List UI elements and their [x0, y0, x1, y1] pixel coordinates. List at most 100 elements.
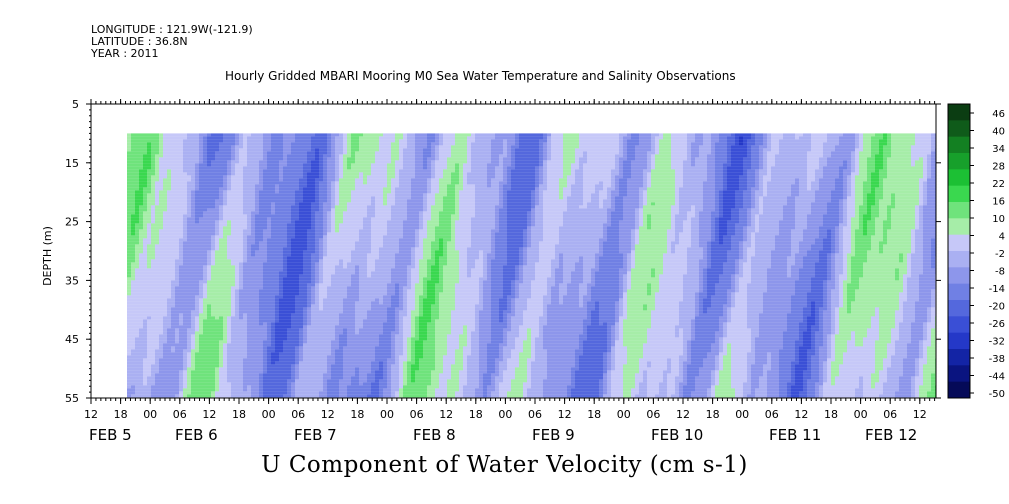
heatmap-cell: [179, 385, 183, 389]
heatmap-cell: [163, 391, 167, 395]
heatmap-cell: [275, 364, 279, 368]
heatmap-cell: [175, 310, 179, 314]
heatmap-cell: [335, 247, 339, 251]
heatmap-cell: [159, 238, 163, 242]
heatmap-cell: [211, 226, 215, 230]
heatmap-cell: [259, 214, 263, 218]
heatmap-cell: [279, 280, 283, 284]
heatmap-cell: [299, 307, 303, 311]
heatmap-cell: [203, 250, 207, 254]
heatmap-cell: [179, 202, 183, 206]
heatmap-cell: [231, 184, 235, 188]
heatmap-cell: [227, 352, 231, 356]
heatmap-cell: [231, 298, 235, 302]
heatmap-cell: [127, 220, 131, 224]
heatmap-cell: [195, 202, 199, 206]
heatmap-cell: [211, 328, 215, 332]
heatmap-cell: [255, 139, 259, 143]
heatmap-cell: [151, 166, 155, 170]
heatmap-cell: [231, 139, 235, 143]
heatmap-cell: [239, 343, 243, 347]
heatmap-cell: [291, 340, 295, 344]
heatmap-cell: [259, 187, 263, 191]
heatmap-cell: [147, 313, 151, 317]
heatmap-cell: [179, 157, 183, 161]
heatmap-cell: [335, 199, 339, 203]
heatmap-cell: [303, 265, 307, 269]
heatmap-cell: [139, 382, 143, 386]
heatmap-cell: [227, 280, 231, 284]
heatmap-cell: [335, 148, 339, 152]
heatmap-cell: [147, 343, 151, 347]
heatmap-cell: [167, 298, 171, 302]
heatmap-cell: [223, 139, 227, 143]
heatmap-cell: [275, 274, 279, 278]
heatmap-cell: [291, 283, 295, 287]
heatmap-cell: [295, 364, 299, 368]
heatmap-cell: [143, 190, 147, 194]
heatmap-cell: [239, 151, 243, 155]
heatmap-cell: [327, 370, 331, 374]
heatmap-cell: [319, 352, 323, 356]
heatmap-cell: [127, 304, 131, 308]
heatmap-cell: [195, 190, 199, 194]
heatmap-cell: [247, 328, 251, 332]
heatmap-cell: [227, 295, 231, 299]
heatmap-cell: [187, 262, 191, 266]
heatmap-cell: [143, 166, 147, 170]
heatmap-cell: [159, 262, 163, 266]
heatmap-cell: [287, 349, 291, 353]
heatmap-cell: [319, 364, 323, 368]
heatmap-cell: [223, 238, 227, 242]
heatmap-cell: [231, 148, 235, 152]
heatmap-cell: [303, 289, 307, 293]
heatmap-cell: [327, 367, 331, 371]
heatmap-cell: [327, 322, 331, 326]
heatmap-cell: [143, 340, 147, 344]
heatmap-cell: [163, 148, 167, 152]
heatmap-cell: [343, 364, 347, 368]
heatmap-cell: [247, 259, 251, 263]
heatmap-cell: [307, 199, 311, 203]
heatmap-cell: [239, 388, 243, 392]
heatmap-cell: [299, 169, 303, 173]
heatmap-cell: [151, 181, 155, 185]
heatmap-cell: [279, 160, 283, 164]
heatmap-cell: [223, 160, 227, 164]
heatmap-cell: [299, 151, 303, 155]
heatmap-cell: [155, 277, 159, 281]
heatmap-cell: [179, 160, 183, 164]
heatmap-cell: [151, 163, 155, 167]
heatmap-cell: [219, 328, 223, 332]
heatmap-cell: [339, 277, 343, 281]
heatmap-cell: [203, 352, 207, 356]
heatmap-cell: [215, 247, 219, 251]
heatmap-cell: [319, 193, 323, 197]
heatmap-cell: [323, 298, 327, 302]
heatmap-cell: [187, 214, 191, 218]
heatmap-cell: [335, 331, 339, 335]
heatmap-cell: [219, 166, 223, 170]
heatmap-cell: [307, 139, 311, 143]
heatmap-cell: [275, 361, 279, 365]
heatmap-cell: [259, 184, 263, 188]
heatmap-cell: [251, 199, 255, 203]
heatmap-cell: [135, 139, 139, 143]
heatmap-cell: [175, 373, 179, 377]
heatmap-cell: [127, 364, 131, 368]
heatmap-cell: [179, 292, 183, 296]
heatmap-cell: [203, 139, 207, 143]
heatmap-cell: [315, 202, 319, 206]
heatmap-cell: [279, 166, 283, 170]
heatmap-cell: [247, 301, 251, 305]
heatmap-cell: [199, 139, 203, 143]
heatmap-cell: [163, 349, 167, 353]
heatmap-cell: [159, 217, 163, 221]
heatmap-cell: [127, 247, 131, 251]
heatmap-cell: [131, 157, 135, 161]
heatmap-cell: [247, 214, 251, 218]
heatmap-cell: [167, 316, 171, 320]
heatmap-cell: [231, 241, 235, 245]
heatmap-cell: [275, 316, 279, 320]
heatmap-cell: [267, 148, 271, 152]
